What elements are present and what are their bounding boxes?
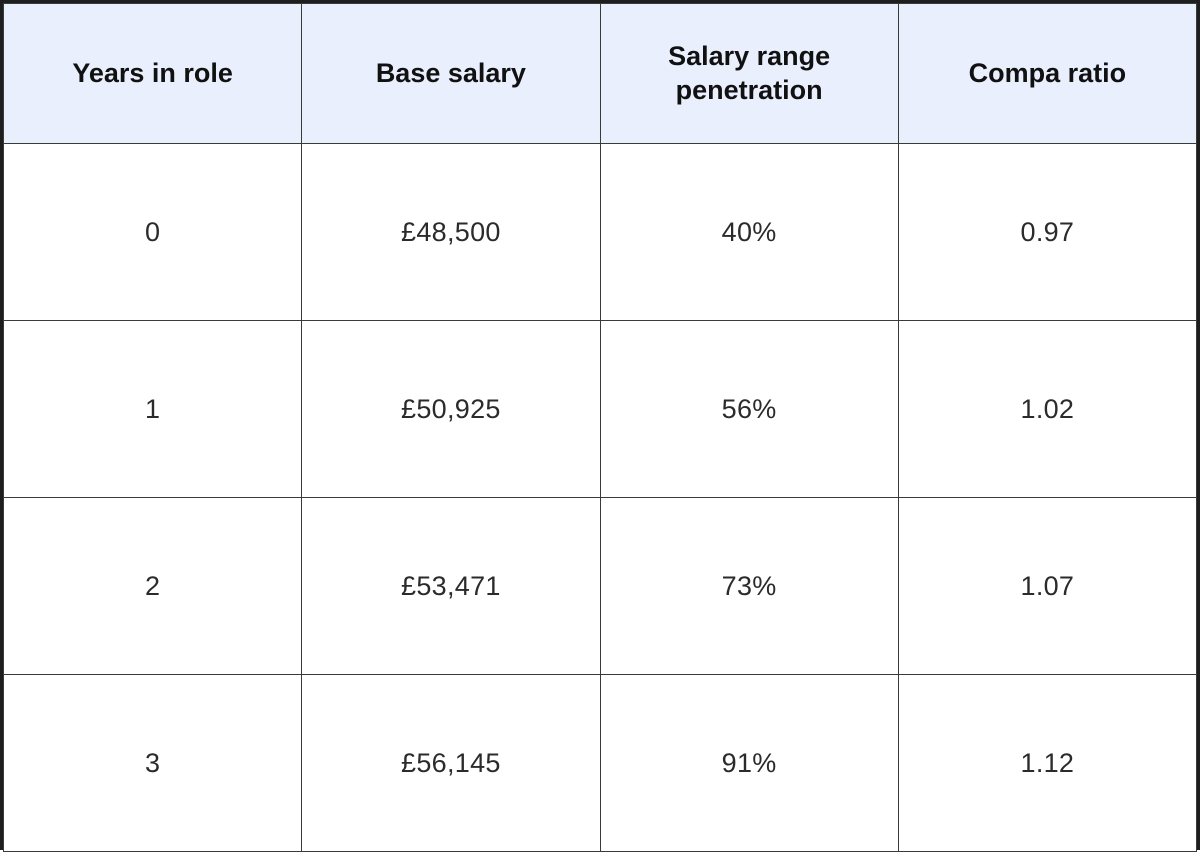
- column-header-years-in-role: Years in role: [2, 3, 303, 144]
- cell-salary-range-penetration: 91%: [599, 674, 899, 852]
- table-body: 0 £48,500 40% 0.97 1 £50,925 56% 1.02 2 …: [2, 143, 1198, 852]
- cell-compa-ratio: 1.07: [897, 497, 1198, 675]
- cell-compa-ratio: 1.02: [897, 320, 1198, 498]
- cell-base-salary: £48,500: [301, 143, 601, 321]
- table-row: 0 £48,500 40% 0.97: [2, 143, 1198, 321]
- cell-years-in-role: 0: [2, 143, 303, 321]
- cell-base-salary: £50,925: [301, 320, 601, 498]
- cell-salary-range-penetration: 56%: [599, 320, 899, 498]
- cell-base-salary: £56,145: [301, 674, 601, 852]
- cell-years-in-role: 2: [2, 497, 303, 675]
- header-row: Years in role Base salary Salary range p…: [2, 3, 1198, 144]
- table-row: 1 £50,925 56% 1.02: [2, 320, 1198, 498]
- cell-compa-ratio: 1.12: [897, 674, 1198, 852]
- cell-salary-range-penetration: 73%: [599, 497, 899, 675]
- table-header: Years in role Base salary Salary range p…: [2, 3, 1198, 144]
- column-header-compa-ratio: Compa ratio: [897, 3, 1198, 144]
- cell-compa-ratio: 0.97: [897, 143, 1198, 321]
- column-header-salary-range-penetration: Salary range penetration: [599, 3, 899, 144]
- table-row: 2 £53,471 73% 1.07: [2, 497, 1198, 675]
- column-header-base-salary: Base salary: [301, 3, 601, 144]
- cell-years-in-role: 3: [2, 674, 303, 852]
- cell-base-salary: £53,471: [301, 497, 601, 675]
- cell-years-in-role: 1: [2, 320, 303, 498]
- salary-table: Years in role Base salary Salary range p…: [2, 3, 1198, 852]
- table-row: 3 £56,145 91% 1.12: [2, 674, 1198, 852]
- cell-salary-range-penetration: 40%: [599, 143, 899, 321]
